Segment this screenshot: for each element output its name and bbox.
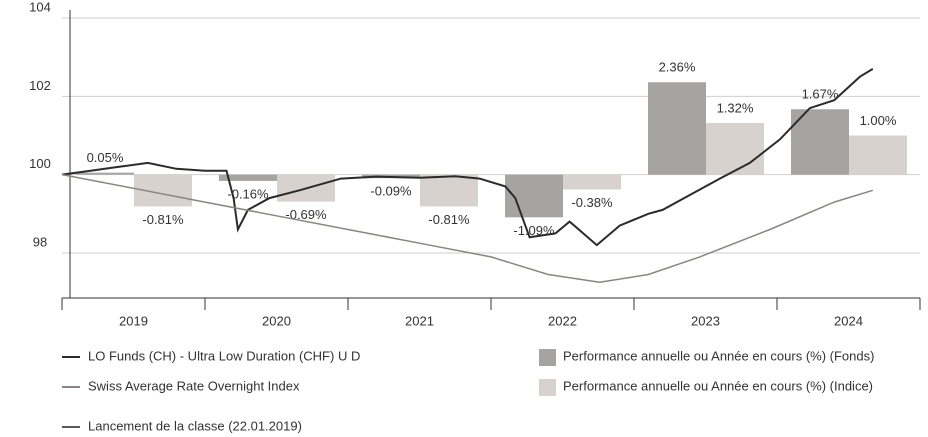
y-tick-label: 104 [29, 0, 51, 14]
x-tick-label: 2024 [834, 313, 863, 328]
bar-value-label: -0.69% [285, 207, 327, 222]
x-tick-label: 2021 [405, 313, 434, 328]
line [61, 173, 874, 284]
legend-swatch [539, 349, 556, 366]
bar [849, 135, 907, 175]
line [61, 68, 874, 247]
bar [76, 172, 134, 175]
bar-value-label: -0.16% [227, 186, 269, 201]
x-tick-label: 2022 [548, 313, 577, 328]
x-tick-label: 2023 [691, 313, 720, 328]
bar [791, 109, 849, 175]
legend-label: Lancement de la classe (22.01.2019) [88, 418, 302, 433]
legend-label: Performance annuelle ou Année en cours (… [563, 348, 874, 363]
bar-value-label: 0.05% [87, 150, 124, 165]
legend-label: Swiss Average Rate Overnight Index [88, 378, 300, 393]
legend-swatch [539, 379, 556, 396]
bar-value-label: 2.36% [659, 60, 696, 75]
y-tick-label: 98 [33, 234, 47, 249]
legend-label: LO Funds (CH) - Ultra Low Duration (CHF)… [88, 348, 360, 363]
bar [219, 174, 277, 181]
bar-value-label: 1.00% [860, 113, 897, 128]
y-tick-label: 100 [29, 156, 51, 171]
bar-value-label: -0.09% [370, 184, 412, 199]
bar [648, 82, 706, 175]
bar-value-label: 1.32% [717, 100, 754, 115]
bar [420, 174, 478, 207]
legend-label: Performance annuelle ou Année en cours (… [563, 378, 873, 393]
y-tick-label: 102 [29, 78, 51, 93]
bar-value-label: 1.67% [802, 87, 839, 102]
bar [563, 174, 621, 190]
bar-value-label: -1.09% [513, 223, 555, 238]
x-tick-label: 2019 [119, 313, 148, 328]
bar-value-label: -0.38% [571, 195, 613, 210]
bar-value-label: -0.81% [428, 212, 470, 227]
x-tick-label: 2020 [262, 313, 291, 328]
bar [706, 122, 764, 175]
bar-value-label: -0.81% [142, 212, 184, 227]
